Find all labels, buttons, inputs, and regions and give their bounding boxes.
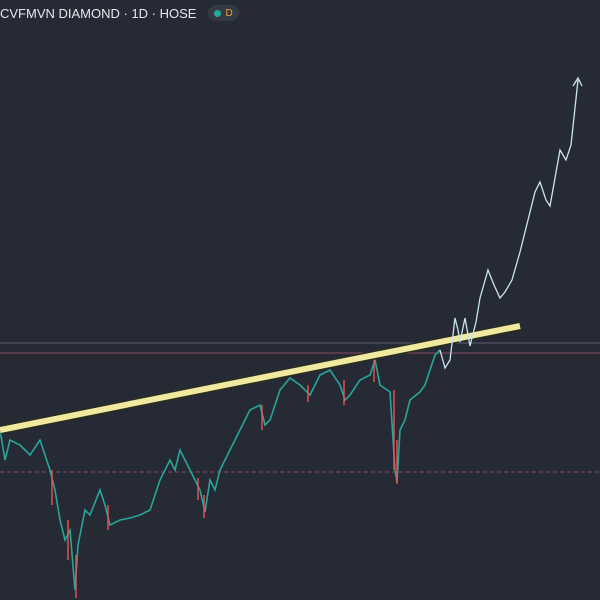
header: CVFMVN DIAMOND · 1D · HOSE D: [0, 4, 239, 22]
badge-label: D: [225, 7, 233, 19]
price-trace: [0, 349, 441, 591]
symbol-title[interactable]: CVFMVN DIAMOND · 1D · HOSE: [0, 5, 197, 21]
forecast-path: [439, 79, 579, 370]
trendline: [0, 323, 521, 433]
status-badge[interactable]: D: [208, 5, 239, 21]
status-dot: [214, 9, 222, 17]
down-candles: [51, 355, 398, 598]
forecast-arrow: [572, 76, 583, 87]
